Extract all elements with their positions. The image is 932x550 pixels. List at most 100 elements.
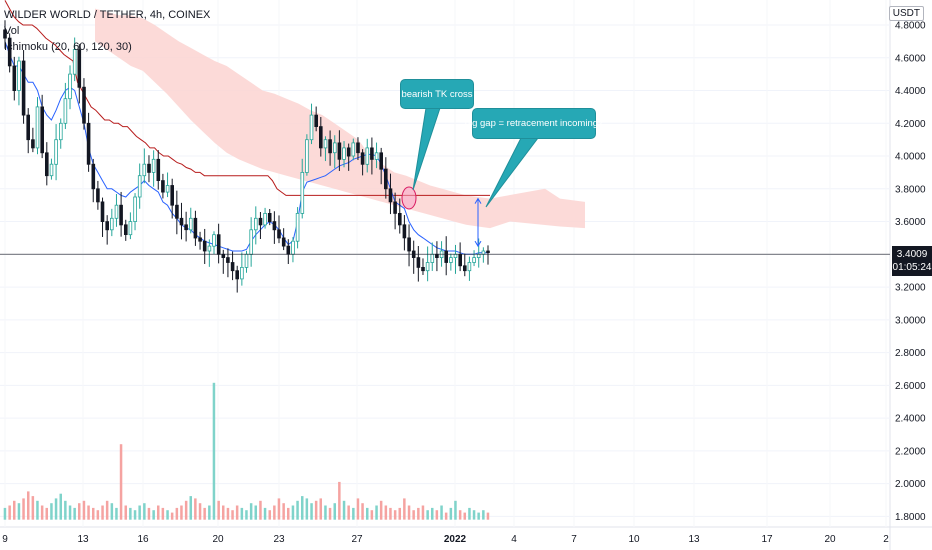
candle-body	[272, 221, 277, 231]
candle-body	[323, 139, 328, 149]
volume-bar	[45, 507, 48, 520]
volume-bar	[73, 507, 76, 520]
candle-body	[63, 98, 68, 124]
candle-body	[207, 245, 212, 252]
candle-body	[3, 29, 7, 39]
candle-body	[151, 158, 156, 173]
volume-bar	[147, 507, 151, 520]
candle-body	[462, 265, 467, 272]
candle-body	[309, 114, 314, 141]
price-tick-label: 2.0000	[895, 479, 926, 490]
candle-body	[100, 201, 105, 222]
volume-bar	[64, 500, 67, 520]
currency-label[interactable]: USDT	[888, 6, 924, 21]
candle-body	[337, 142, 342, 160]
candle-body	[184, 224, 188, 231]
candle-body	[346, 147, 351, 157]
volume-bar	[254, 505, 257, 520]
volume-bar	[347, 505, 350, 520]
volume-bar	[305, 498, 309, 520]
annotation-pointer	[412, 107, 441, 191]
ichimoku-indicator-label[interactable]: Ichimoku (20, 60, 120, 30)	[4, 41, 132, 53]
candle-body	[486, 250, 490, 254]
ichimoku-cloud-projection	[490, 188, 585, 229]
candle-body	[244, 253, 249, 268]
volume-bar	[393, 510, 397, 520]
candle-body	[198, 237, 202, 242]
candle-body	[110, 217, 114, 231]
volume-bar	[287, 507, 290, 520]
price-tick-label: 4.6000	[895, 53, 926, 64]
volume-bar	[431, 507, 434, 520]
volume-bar	[235, 505, 239, 520]
candle-body	[286, 245, 291, 255]
volume-bar	[110, 503, 114, 520]
volume-bar	[8, 505, 11, 520]
volume-bar	[124, 505, 127, 520]
time-tick-label: 20	[824, 534, 836, 545]
time-tick-label: 2	[883, 534, 889, 545]
candle-body	[421, 266, 425, 272]
candle-body	[35, 106, 40, 149]
candle-body	[318, 126, 323, 149]
annotation-bearish-tk-cross[interactable]: bearish TK cross	[400, 79, 474, 109]
candle-body	[449, 257, 453, 263]
candle-body	[165, 185, 170, 193]
volume-bar	[333, 503, 336, 520]
volume-bar	[291, 505, 295, 520]
candle-body	[142, 163, 147, 177]
volume-bar	[361, 503, 364, 520]
candle-body	[314, 114, 318, 127]
volume-bar	[152, 510, 155, 520]
candle-body	[7, 37, 12, 67]
volume-indicator-label[interactable]: Vol	[4, 25, 20, 37]
symbol-title[interactable]: WILDER WORLD / TETHER, 4h, COINEX	[4, 9, 211, 21]
time-tick-label: 27	[351, 534, 363, 545]
candle-body	[249, 229, 254, 255]
volume-bar	[296, 500, 299, 520]
candle-body	[31, 139, 35, 149]
last-price-tag: 3.4009 01:05:24	[892, 246, 932, 276]
candle-body	[40, 106, 44, 154]
candle-body	[458, 253, 462, 267]
candle-body	[328, 139, 332, 154]
candle-body	[267, 212, 272, 222]
price-tick-label: 2.2000	[895, 446, 926, 457]
volume-bar	[263, 507, 267, 520]
annotation-retracement[interactable]: big gap = retracement incoming?	[465, 108, 603, 139]
candle-body	[54, 139, 58, 165]
candle-body	[86, 122, 91, 165]
candle-body	[397, 212, 402, 226]
volume-bar	[189, 496, 192, 520]
candle-body	[435, 253, 439, 259]
price-tick-label: 3.0000	[895, 315, 926, 326]
volume-bar	[417, 507, 420, 520]
volume-bar	[194, 498, 197, 520]
candle-body	[128, 221, 133, 236]
candle-body	[281, 237, 286, 247]
candle-body	[253, 217, 258, 231]
candle-body	[212, 234, 216, 247]
price-tick-label: 3.6000	[895, 217, 926, 228]
candle-body	[221, 253, 226, 259]
tenkan-conversion-line	[4, 41, 488, 255]
annotation-text: bearish TK cross	[401, 88, 473, 100]
candle-body	[263, 212, 267, 226]
volume-bar	[412, 510, 415, 520]
candle-body	[240, 266, 244, 280]
volume-bar	[426, 510, 429, 520]
volume-bar	[105, 500, 109, 520]
time-tick-label: 13	[688, 534, 700, 545]
volume-bar	[217, 500, 220, 520]
candle-body	[291, 240, 295, 255]
candle-body	[467, 262, 472, 272]
volume-bar	[17, 503, 21, 520]
chart-legend: WILDER WORLD / TETHER, 4h, COINEX Vol Ic…	[4, 7, 210, 55]
candle-body	[226, 257, 230, 263]
volume-bar	[342, 500, 346, 520]
price-tick-label: 2.6000	[895, 381, 926, 392]
time-tick-label: 13	[77, 534, 89, 545]
candle-body	[96, 188, 100, 203]
time-tick-label: 20	[212, 534, 224, 545]
